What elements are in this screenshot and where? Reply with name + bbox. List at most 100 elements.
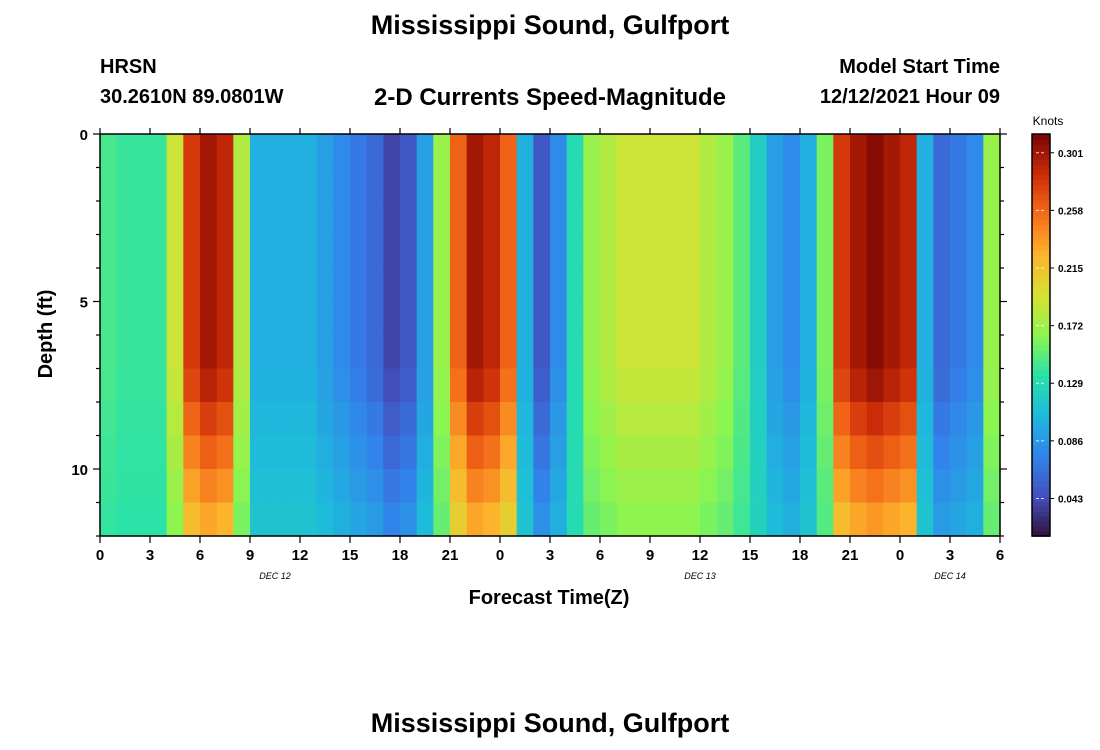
heatmap-cell (316, 268, 334, 303)
heatmap-cell (416, 335, 434, 370)
heatmap-cell (433, 234, 451, 269)
heatmap-cell (483, 469, 501, 504)
heatmap-cell (966, 335, 984, 370)
heatmap-cell (133, 402, 151, 437)
heatmap-cell (316, 234, 334, 269)
heatmap-cell (466, 502, 484, 537)
colorbar-segment (1032, 525, 1050, 532)
heatmap-cell (150, 301, 168, 336)
heatmap-cell (400, 167, 418, 202)
heatmap-cell (666, 435, 684, 470)
heatmap-cell (766, 268, 784, 303)
heatmap-cell (550, 402, 568, 437)
heatmap-cell (466, 435, 484, 470)
heatmap-cell (716, 435, 734, 470)
heatmap-cell (733, 167, 751, 202)
colorbar-segment (1032, 450, 1050, 457)
colorbar-segment (1032, 239, 1050, 246)
heatmap-cell (250, 268, 268, 303)
heatmap-cell (866, 301, 884, 336)
colorbar-border (1031, 133, 1051, 537)
heatmap-cell (433, 368, 451, 403)
heatmap-cell (683, 335, 701, 370)
colorbar-segment (1032, 309, 1050, 316)
heatmap-cell (500, 502, 518, 537)
heatmap-cell (616, 335, 634, 370)
heatmap-cell (966, 234, 984, 269)
heatmap-cell (150, 402, 168, 437)
heatmap-cell (466, 335, 484, 370)
heatmap-cell (383, 167, 401, 202)
heatmap-cell (283, 234, 301, 269)
heatmap-cell (783, 335, 801, 370)
heatmap-cell (850, 435, 868, 470)
heatmap-cell (566, 268, 584, 303)
colorbar-segment (1032, 299, 1050, 306)
colorbar-segment (1032, 139, 1050, 145)
heatmap-cell (416, 435, 434, 470)
heatmap-cell (800, 502, 818, 537)
heatmap-cell (400, 134, 418, 169)
heatmap-cell (450, 301, 468, 336)
heatmap-cell (566, 435, 584, 470)
heatmap-cell (550, 469, 568, 504)
heatmap-cell (283, 134, 301, 169)
heatmap-cell (100, 402, 118, 437)
heatmap-cell (216, 335, 234, 370)
heatmap-cell (983, 335, 1001, 370)
heatmap-cell (133, 502, 151, 537)
heatmap-cell (533, 134, 551, 169)
heatmap-cell (250, 134, 268, 169)
heatmap-cell (716, 469, 734, 504)
heatmap-cell (800, 268, 818, 303)
heatmap-cell (916, 402, 934, 437)
x-tick-label: 18 (792, 547, 809, 564)
colorbar-segment (1032, 329, 1050, 336)
heatmap-cell (300, 167, 318, 202)
y-axis-label: Depth (ft) (35, 290, 57, 379)
date-label: DEC 13 (684, 571, 716, 581)
heatmap-cell (833, 167, 851, 202)
heatmap-cell (650, 134, 668, 169)
heatmap-cell (583, 134, 601, 169)
heatmap-cell (933, 402, 951, 437)
heatmap-cell (433, 201, 451, 236)
heatmap-cell (416, 134, 434, 169)
heatmap-cell (433, 335, 451, 370)
heatmap-cell (583, 368, 601, 403)
heatmap-cell (950, 134, 968, 169)
colorbar-segment (1032, 314, 1050, 321)
heatmap-cell (166, 402, 184, 437)
colorbar-segment (1032, 319, 1050, 326)
x-tick-label: 12 (692, 547, 709, 564)
heatmap-cell (616, 268, 634, 303)
colorbar-tick-label: 0.215 (1058, 264, 1083, 275)
heatmap-cell (816, 402, 834, 437)
heatmap-cell (516, 469, 534, 504)
colorbar-segment (1032, 304, 1050, 311)
heatmap-cell (733, 435, 751, 470)
heatmap-cell (466, 301, 484, 336)
heatmap-cell (583, 301, 601, 336)
heatmap-cell (550, 368, 568, 403)
colorbar-segment (1032, 249, 1050, 256)
heatmap-cell (416, 502, 434, 537)
heatmap-cell (350, 167, 368, 202)
heatmap-cell (566, 201, 584, 236)
heatmap-cell (116, 368, 134, 403)
heatmap-cell (650, 368, 668, 403)
heatmap-cell (600, 234, 618, 269)
heatmap-cell (950, 234, 968, 269)
heatmap-cell (666, 167, 684, 202)
heatmap-cell (716, 201, 734, 236)
colorbar-segment (1032, 410, 1050, 417)
heatmap-cell (766, 234, 784, 269)
heatmap-cell (116, 301, 134, 336)
heatmap-cell (533, 435, 551, 470)
heatmap-cell (783, 402, 801, 437)
heatmap-cell (416, 234, 434, 269)
heatmap-cell (533, 167, 551, 202)
heatmap-cell (983, 134, 1001, 169)
heatmap-cell (766, 167, 784, 202)
colorbar-segment (1032, 324, 1050, 331)
